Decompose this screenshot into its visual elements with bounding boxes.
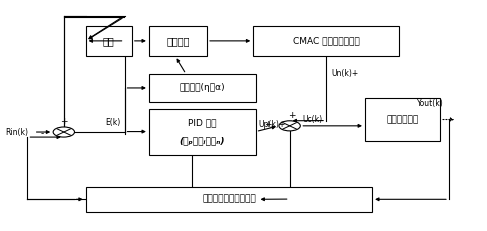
Text: -: - bbox=[41, 129, 44, 138]
Text: Up(k)+: Up(k)+ bbox=[258, 120, 285, 129]
Text: 地址映射: 地址映射 bbox=[166, 36, 190, 46]
Bar bbox=[149, 109, 256, 155]
Text: CMAC 存储、函数计算: CMAC 存储、函数计算 bbox=[293, 36, 359, 45]
Text: Un(k)+: Un(k)+ bbox=[331, 69, 358, 78]
Bar bbox=[86, 26, 132, 56]
Circle shape bbox=[53, 127, 75, 137]
Text: +: + bbox=[264, 120, 272, 129]
Bar bbox=[365, 98, 440, 141]
Text: 广义控制对象: 广义控制对象 bbox=[386, 115, 419, 124]
Text: Rin(k): Rin(k) bbox=[5, 128, 29, 137]
Circle shape bbox=[279, 121, 300, 131]
Bar bbox=[149, 74, 256, 102]
Text: +: + bbox=[288, 111, 296, 120]
Bar bbox=[253, 26, 399, 56]
Bar bbox=[149, 26, 207, 56]
Bar bbox=[86, 187, 372, 212]
Text: E(k): E(k) bbox=[105, 118, 120, 127]
Text: Yout(k): Yout(k) bbox=[417, 99, 444, 108]
Text: (Ｋₚ、Ｋᵢ、Ｋₙ): (Ｋₚ、Ｋᵢ、Ｋₙ) bbox=[180, 136, 225, 145]
Text: +: + bbox=[60, 117, 68, 126]
Text: 学习算法(η、α): 学习算法(η、α) bbox=[179, 83, 225, 92]
Text: PID 算法: PID 算法 bbox=[188, 118, 217, 127]
Text: Uc(k): Uc(k) bbox=[303, 115, 323, 124]
Text: 量化: 量化 bbox=[103, 36, 114, 46]
Text: 一维多智能体遗传算法: 一维多智能体遗传算法 bbox=[202, 195, 256, 204]
